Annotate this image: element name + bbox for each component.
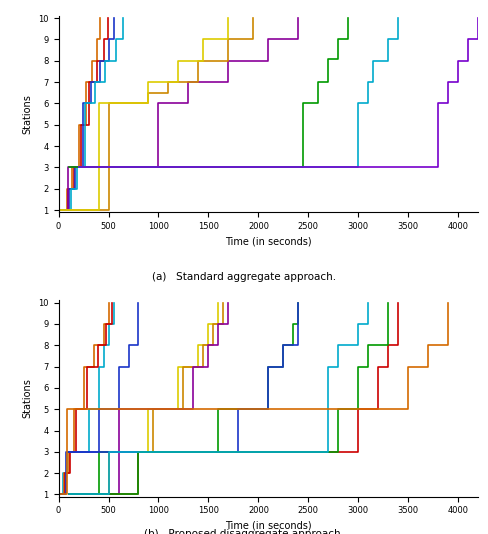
- Y-axis label: Stations: Stations: [23, 94, 33, 134]
- X-axis label: Time (in seconds): Time (in seconds): [225, 521, 312, 531]
- Y-axis label: Stations: Stations: [23, 379, 33, 419]
- Text: (b)   Proposed disaggregate approach.: (b) Proposed disaggregate approach.: [144, 529, 344, 534]
- Text: (a)   Standard aggregate approach.: (a) Standard aggregate approach.: [152, 272, 336, 282]
- X-axis label: Time (in seconds): Time (in seconds): [225, 237, 312, 247]
